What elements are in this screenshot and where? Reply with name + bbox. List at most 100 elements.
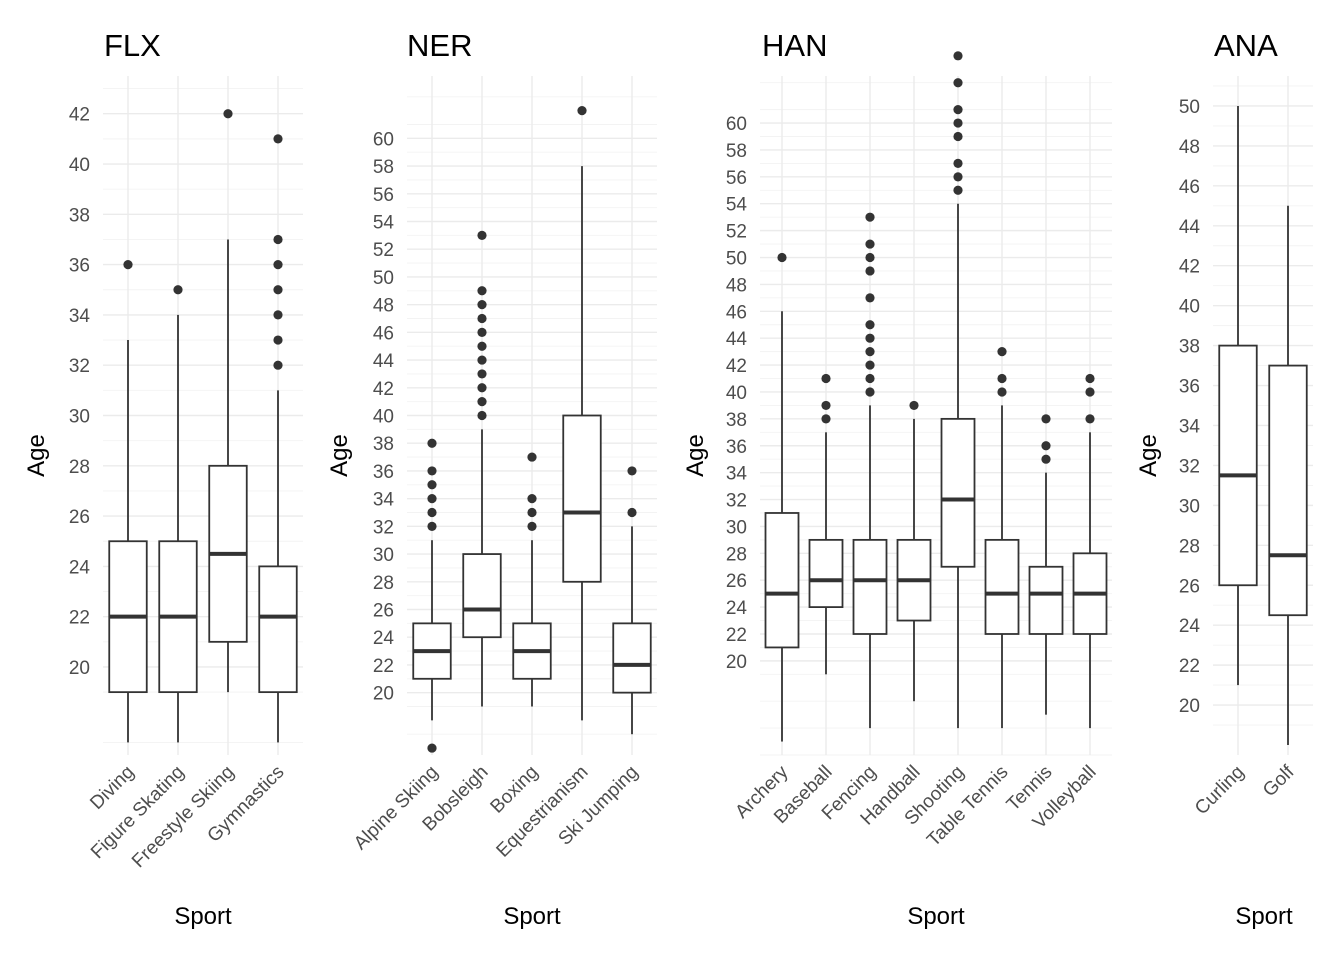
iqr-box xyxy=(984,538,1020,635)
outlier-point xyxy=(477,383,487,393)
panel-han: 20 22 24 26 28 30 32 34 36 38 40 42 44 46 48 50 52 54 56 58… xyxy=(682,28,1112,930)
y-tick-label: 38 xyxy=(69,205,90,226)
outlier-point xyxy=(427,480,437,490)
y-tick-label: 20 xyxy=(1179,696,1200,717)
box-handball xyxy=(896,400,932,702)
outlier-point xyxy=(527,494,537,504)
outlier-point xyxy=(865,320,875,330)
y-tick-label: 34 xyxy=(69,306,91,327)
iqr-box xyxy=(258,565,298,694)
outlier-point xyxy=(427,521,437,531)
y-tick-label: 50 xyxy=(373,268,394,289)
y-tick-label: 42 xyxy=(1179,257,1200,278)
outlier-point xyxy=(477,341,487,351)
iqr-box xyxy=(808,538,844,608)
y-tick-label: 50 xyxy=(726,249,747,270)
x-axis-title: Sport xyxy=(503,903,561,930)
outlier-point xyxy=(273,260,283,270)
box-figure-skating xyxy=(158,285,198,743)
outlier-point xyxy=(427,466,437,476)
y-tick-label: 38 xyxy=(726,410,747,431)
y-tick-label: 28 xyxy=(69,457,90,478)
panel-ana: 20 22 24 26 28 30 32 34 36 38 40 42 44 46 48 50 Curling G… xyxy=(1135,28,1313,930)
outlier-point xyxy=(627,507,637,518)
y-axis-title: Age xyxy=(1135,434,1162,477)
y-tick-label: 30 xyxy=(69,407,90,428)
outlier-point xyxy=(953,185,963,195)
box-freestyle-skiing xyxy=(208,109,248,693)
y-tick-label: 26 xyxy=(1179,576,1200,597)
y-tick-label: 36 xyxy=(1179,377,1200,398)
outlier-point xyxy=(273,310,283,320)
outlier-point xyxy=(865,373,875,384)
y-tick-label: 50 xyxy=(1179,97,1200,118)
outlier-point xyxy=(997,347,1007,357)
y-axis-title: Age xyxy=(23,434,50,477)
y-tick-label: 44 xyxy=(373,351,395,372)
outlier-point xyxy=(865,347,875,357)
gridlines xyxy=(760,76,1112,756)
box-alpine-skiing xyxy=(412,438,452,753)
panel-ner: 20 22 24 26 28 30 32 34 36 38 40 42 44 46 48 50 52 54 56 58… xyxy=(326,28,657,930)
y-tick-label: 36 xyxy=(69,256,90,277)
outlier-point xyxy=(477,327,487,337)
box-table-tennis xyxy=(984,347,1020,729)
outlier-point xyxy=(477,410,487,421)
y-tick-label: 48 xyxy=(726,275,747,296)
outlier-point xyxy=(427,438,437,448)
outlier-point xyxy=(865,239,875,249)
outlier-point xyxy=(821,400,831,411)
outlier-point xyxy=(477,300,487,310)
y-tick-label: 24 xyxy=(69,557,91,578)
outlier-point xyxy=(1085,373,1095,384)
panel-title: HAN xyxy=(762,28,827,63)
y-tick-label: 52 xyxy=(726,222,747,243)
y-tick-label: 38 xyxy=(373,434,394,455)
y-tick-label: 26 xyxy=(726,571,747,592)
panel-title: ANA xyxy=(1214,28,1278,63)
outlier-point xyxy=(223,109,233,119)
box-tennis xyxy=(1028,414,1064,715)
outlier-point xyxy=(953,118,963,128)
x-tick-label: Golf xyxy=(1259,761,1299,801)
y-tick-label: 22 xyxy=(1179,656,1200,677)
outlier-point xyxy=(865,333,875,343)
outlier-point xyxy=(953,105,963,115)
y-axis-title: Age xyxy=(682,434,709,477)
outlier-point xyxy=(477,313,487,324)
y-tick-label: 26 xyxy=(69,507,90,528)
outlier-point xyxy=(527,521,537,531)
outlier-point xyxy=(953,131,963,142)
iqr-box xyxy=(1028,565,1064,635)
outlier-point xyxy=(777,252,787,263)
iqr-box xyxy=(462,553,502,639)
outlier-point xyxy=(865,252,875,263)
outlier-point xyxy=(273,134,283,144)
y-tick-label: 56 xyxy=(726,168,747,189)
y-tick-label: 58 xyxy=(373,157,394,178)
y-tick-label: 40 xyxy=(1179,297,1200,318)
box-ski-jumping xyxy=(612,466,652,735)
x-tick-label: Curling xyxy=(1191,762,1248,819)
outlier-point xyxy=(477,286,487,296)
y-tick-label: 40 xyxy=(69,155,90,176)
y-tick-label: 28 xyxy=(1179,536,1200,557)
outlier-point xyxy=(1041,414,1051,424)
x-axis-title: Sport xyxy=(174,903,232,930)
y-tick-label: 56 xyxy=(373,185,394,206)
y-tick-label: 42 xyxy=(373,379,394,400)
y-tick-label: 40 xyxy=(726,383,747,404)
iqr-box xyxy=(764,512,800,649)
y-tick-label: 46 xyxy=(1179,177,1200,198)
iqr-box xyxy=(612,622,652,694)
y-tick-label: 24 xyxy=(726,598,748,619)
y-tick-label: 34 xyxy=(726,464,748,485)
y-tick-label: 36 xyxy=(726,437,747,458)
y-tick-label: 44 xyxy=(1179,217,1201,238)
iqr-box xyxy=(852,538,888,635)
box-equestrianism xyxy=(562,106,602,721)
y-tick-label: 46 xyxy=(726,302,747,323)
y-tick-label: 22 xyxy=(726,625,747,646)
y-tick-label: 30 xyxy=(726,517,747,538)
y-tick-label: 42 xyxy=(69,105,90,126)
